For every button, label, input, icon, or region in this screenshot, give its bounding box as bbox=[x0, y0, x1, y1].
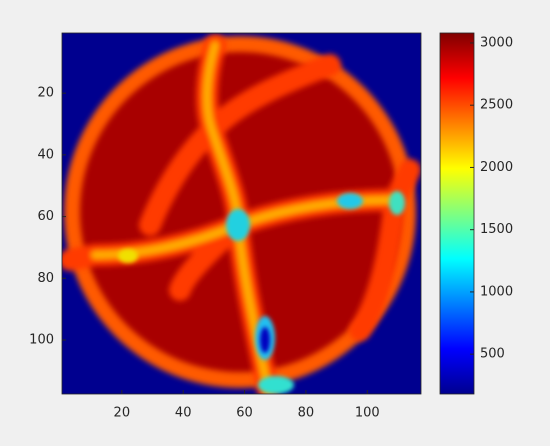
colorbar-tick-label: 2000 bbox=[480, 160, 513, 175]
x-tick-label: 20 bbox=[114, 406, 131, 421]
colorbar-tick-label: 3000 bbox=[480, 35, 513, 50]
x-tick-label: 60 bbox=[236, 406, 253, 421]
colorbar-tick-label: 500 bbox=[480, 347, 505, 362]
heatmap-image bbox=[62, 33, 421, 394]
colorbar-tick-label: 1000 bbox=[480, 284, 513, 299]
x-tick-label: 100 bbox=[355, 406, 380, 421]
y-tick-label: 40 bbox=[37, 147, 54, 162]
y-tick-label: 100 bbox=[29, 333, 54, 348]
x-tick-label: 40 bbox=[175, 406, 192, 421]
axes-box bbox=[61, 32, 422, 395]
colorbar-tick-label: 2500 bbox=[480, 98, 513, 113]
colorbar-tick-label: 1500 bbox=[480, 222, 513, 237]
y-tick-label: 20 bbox=[37, 86, 54, 101]
x-tick-label: 80 bbox=[298, 406, 315, 421]
y-tick-label: 80 bbox=[37, 271, 54, 286]
y-tick-label: 60 bbox=[37, 209, 54, 224]
colorbar bbox=[439, 32, 475, 395]
